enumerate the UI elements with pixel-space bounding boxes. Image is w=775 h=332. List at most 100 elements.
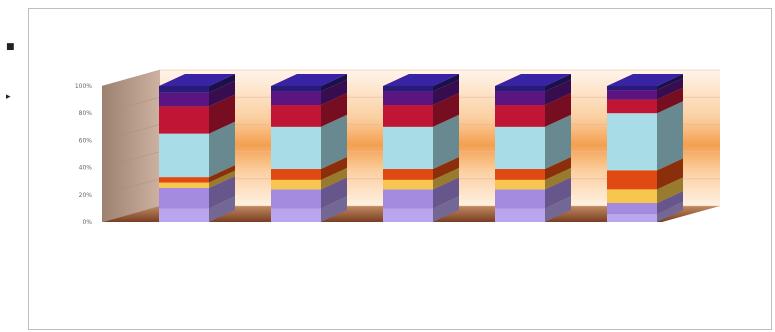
bar-segment-side: [545, 79, 571, 106]
bar-segment-side: [657, 177, 683, 203]
bar-segment-side: [209, 80, 235, 107]
bar-segment-side: [657, 201, 683, 222]
bar-segment-front: [383, 126, 433, 169]
bar-segment-front: [607, 113, 657, 171]
bar-segment-front: [495, 189, 545, 209]
bar-segment-front: [383, 168, 433, 180]
bar-segment-front: [271, 179, 321, 190]
side-mark-bottom: ▸: [6, 92, 11, 102]
bar-segment-front: [607, 86, 657, 91]
bar-segment-side: [209, 165, 235, 183]
bar-segment-side: [657, 158, 683, 190]
y-tick-label: 40%: [79, 165, 93, 172]
bar-top-cap: [607, 74, 683, 86]
bar-segment-front: [495, 126, 545, 169]
y-tick-label: 80%: [79, 110, 93, 117]
y-tick-label: 20%: [79, 192, 93, 199]
bar-segment-front: [159, 133, 209, 178]
bar-segment-side: [657, 101, 683, 171]
side-mark-top: ■: [6, 42, 15, 52]
bar-segment-side: [657, 74, 683, 91]
y-tick-label: 0%: [82, 219, 92, 226]
bar-segment-side: [321, 177, 347, 209]
bar-segment-side: [657, 87, 683, 114]
y-tick-label: 100%: [75, 83, 92, 90]
bar-segment-front: [495, 105, 545, 127]
bar-segment-side: [657, 78, 683, 100]
bar-segment-side: [433, 79, 459, 106]
y-tick-label: 60%: [79, 137, 93, 144]
gridline-side: [101, 178, 161, 195]
bar-top-cap: [159, 74, 235, 86]
bar-segment-front: [495, 168, 545, 180]
gridline-side: [101, 69, 161, 87]
bar-segment-side: [545, 114, 571, 169]
bar-segment-front: [383, 105, 433, 127]
bar-segment-front: [383, 179, 433, 190]
bar-segment-side: [545, 167, 571, 190]
bar-segment-front: [159, 208, 209, 222]
bar-segment-side: [545, 177, 571, 209]
bar-segment-side: [209, 74, 235, 93]
gridline-side: [101, 97, 161, 114]
bar-top-cap: [495, 74, 571, 86]
bar-segment-side: [433, 177, 459, 209]
bar-segment-side: [433, 167, 459, 190]
bar-segment-side: [321, 114, 347, 169]
bar-segment-side: [321, 196, 347, 222]
bar-top-cap: [383, 74, 459, 86]
bar-segment-front: [159, 106, 209, 134]
bar-segment-front: [271, 91, 321, 106]
bar-segment-front: [607, 202, 657, 214]
bar-segment-front: [607, 170, 657, 190]
side-wall: [102, 70, 160, 222]
bar-segment-front: [271, 126, 321, 169]
bar-segment-front: [271, 189, 321, 209]
bar-segment-side: [433, 114, 459, 169]
bar-segment-front: [159, 177, 209, 183]
bar-segment-side: [433, 156, 459, 180]
gridline-side: [101, 124, 161, 141]
bar-segment-side: [209, 196, 235, 222]
bar-segment-front: [607, 189, 657, 203]
bar-segment-front: [271, 208, 321, 222]
bar-segment-front: [495, 91, 545, 106]
bar-segment-side: [321, 156, 347, 180]
bar-segment-side: [433, 74, 459, 92]
bar-segment-front: [607, 90, 657, 100]
bar-segment-side: [545, 196, 571, 222]
bar-segment-side: [209, 176, 235, 209]
bar-segment-front: [271, 86, 321, 92]
bar-segment-front: [159, 86, 209, 93]
bar-segment-front: [607, 213, 657, 222]
bar-segment-side: [545, 74, 571, 92]
bar-segment-front: [383, 86, 433, 92]
bar-segment-front: [495, 86, 545, 92]
bar-segment-side: [545, 156, 571, 180]
bar-segment-front: [159, 188, 209, 209]
bar-segment-front: [159, 182, 209, 188]
bar-segment-side: [321, 167, 347, 190]
bar-segment-side: [209, 121, 235, 178]
bar-segment-front: [271, 105, 321, 127]
bar-segment-side: [433, 196, 459, 222]
bar-segment-front: [159, 92, 209, 107]
bar-segment-front: [383, 91, 433, 106]
bar-segment-side: [545, 93, 571, 127]
bar-segment-side: [433, 93, 459, 127]
bar-segment-front: [271, 168, 321, 180]
bar-segment-front: [383, 208, 433, 222]
bar-segment-front: [495, 179, 545, 190]
bar-segment-side: [321, 74, 347, 92]
bar-segment-front: [495, 208, 545, 222]
bar-segment-side: [321, 93, 347, 127]
bar-segment-front: [607, 99, 657, 114]
bar-top-cap: [271, 74, 347, 86]
bar-segment-side: [209, 94, 235, 134]
gridline-side: [101, 205, 161, 223]
bar-segment-front: [383, 189, 433, 209]
gridline-side: [101, 151, 161, 168]
bar-segment-side: [321, 79, 347, 106]
bar-segment-side: [657, 190, 683, 214]
